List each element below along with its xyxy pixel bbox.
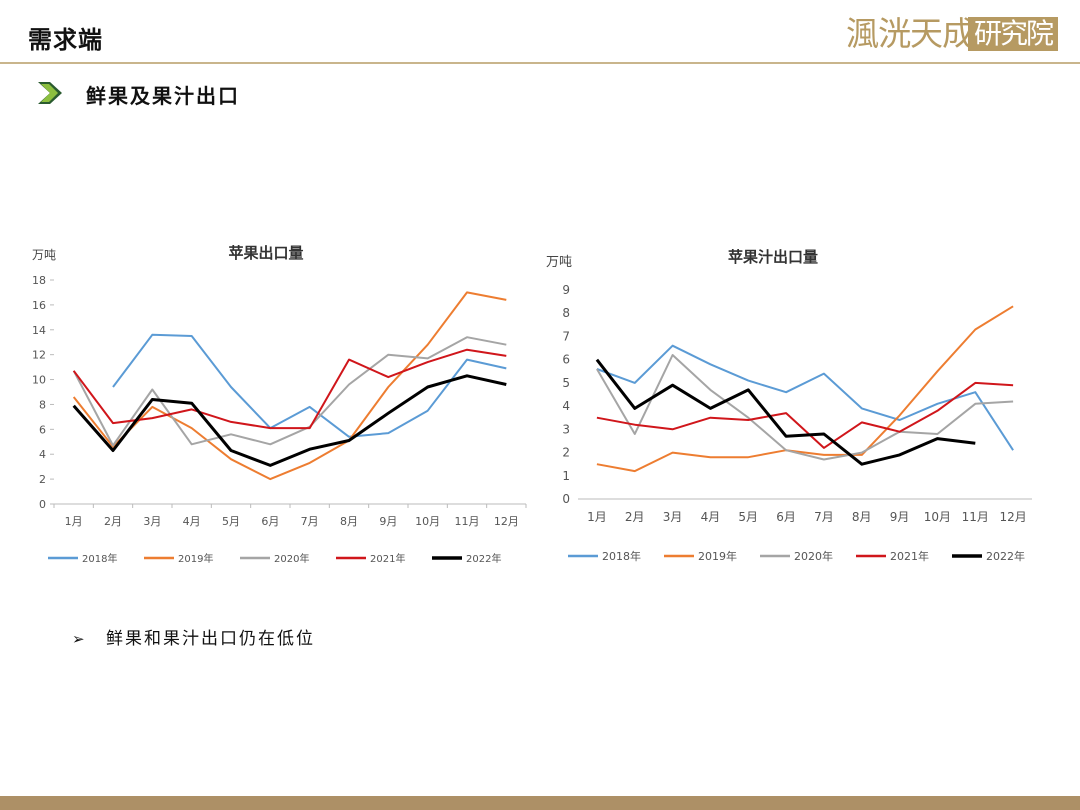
x-tick-label: 6月 bbox=[261, 515, 279, 528]
series-line-2018年 bbox=[112, 333, 507, 438]
y-tick-label: 4 bbox=[562, 399, 570, 413]
apple-juice-export-chart: 苹果汁出口量 万吨 0 1 2 3 4 5 6 7 8 9 1月 2月 3月 4月 5月 6月 7月 8月 9月 10月 1… bbox=[546, 248, 1032, 563]
series-line-2020年 bbox=[596, 354, 1014, 461]
header-divider bbox=[0, 62, 1080, 64]
series-line-2019年 bbox=[596, 305, 1014, 473]
legend-label: 2018年 bbox=[602, 549, 641, 563]
chevron-right-icon bbox=[38, 82, 62, 104]
x-tick-label: 2月 bbox=[625, 510, 645, 524]
series-line-2021年 bbox=[72, 348, 507, 430]
y-axis-unit-label: 万吨 bbox=[546, 255, 572, 270]
y-tick-label: 10 bbox=[32, 374, 46, 387]
y-tick-label: 14 bbox=[32, 324, 46, 337]
legend-label: 2019年 bbox=[698, 549, 737, 563]
y-tick-label: 2 bbox=[39, 473, 46, 486]
y-tick-label: 0 bbox=[39, 498, 46, 511]
series-line-2018年 bbox=[596, 344, 1014, 451]
x-tick-label: 9月 bbox=[890, 510, 910, 524]
legend-label: 2021年 bbox=[890, 549, 929, 563]
legend-label: 2020年 bbox=[794, 549, 833, 563]
company-logo: 渢洸天成 研究院 bbox=[846, 14, 1058, 54]
y-tick-label: 3 bbox=[562, 422, 570, 436]
x-tick-label: 10月 bbox=[924, 510, 951, 524]
legend-label: 2021年 bbox=[370, 552, 405, 565]
x-tick-label: 2月 bbox=[104, 515, 122, 528]
chart-title: 苹果汁出口量 bbox=[728, 248, 818, 266]
legend-label: 2018年 bbox=[82, 552, 117, 565]
x-tick-label: 3月 bbox=[663, 510, 683, 524]
legend-label: 2019年 bbox=[178, 552, 213, 565]
x-tick-label: 3月 bbox=[143, 515, 161, 528]
x-tick-label: 8月 bbox=[340, 515, 358, 528]
chart-title: 苹果出口量 bbox=[228, 244, 303, 262]
series-line-2020年 bbox=[72, 336, 507, 447]
x-tick-label: 11月 bbox=[455, 515, 480, 528]
y-tick-label: 8 bbox=[562, 306, 570, 320]
y-tick-label: 16 bbox=[32, 299, 46, 312]
y-tick-label: 2 bbox=[562, 446, 570, 460]
legend-label: 2020年 bbox=[274, 552, 309, 565]
x-tick-label: 9月 bbox=[379, 515, 397, 528]
apple-export-chart: 苹果出口量 万吨 0 2 4 6 8 10 12 14 16 18 1月 2月 3月 4月 5月 6月 7月 8月 9月… bbox=[32, 244, 527, 565]
series-line-2022年 bbox=[595, 358, 976, 466]
footer-bar bbox=[0, 796, 1080, 810]
x-tick-label: 4月 bbox=[701, 510, 721, 524]
y-tick-label: 6 bbox=[39, 423, 46, 436]
x-tick-label: 10月 bbox=[415, 515, 440, 528]
y-tick-label: 9 bbox=[562, 283, 570, 297]
x-tick-label: 4月 bbox=[183, 515, 201, 528]
y-tick-label: 18 bbox=[32, 274, 46, 287]
logo-text: 渢洸天成 bbox=[846, 14, 975, 53]
y-tick-label: 1 bbox=[562, 469, 570, 483]
legend-label: 2022年 bbox=[986, 549, 1025, 563]
section-title: 鲜果及果汁出口 bbox=[86, 84, 240, 108]
y-tick-label: 7 bbox=[562, 329, 570, 343]
y-tick-label: 6 bbox=[562, 353, 570, 367]
x-tick-label: 8月 bbox=[852, 510, 872, 524]
y-tick-label: 0 bbox=[562, 492, 570, 506]
x-tick-label: 1月 bbox=[587, 510, 607, 524]
y-tick-label: 12 bbox=[32, 349, 46, 362]
bullet-text: 鲜果和果汁出口仍在低位 bbox=[106, 629, 315, 649]
arrow-bullet-icon: ➢ bbox=[72, 630, 87, 648]
x-tick-label: 5月 bbox=[738, 510, 758, 524]
y-axis-unit-label: 万吨 bbox=[32, 248, 56, 262]
x-tick-label: 5月 bbox=[222, 515, 240, 528]
x-tick-label: 6月 bbox=[776, 510, 796, 524]
y-tick-label: 4 bbox=[39, 448, 46, 461]
bullet-point: ➢ 鲜果和果汁出口仍在低位 bbox=[72, 624, 315, 649]
x-tick-label: 7月 bbox=[301, 515, 319, 528]
x-tick-label: 1月 bbox=[65, 515, 83, 528]
x-tick-label: 12月 bbox=[494, 515, 519, 528]
y-tick-label: 5 bbox=[562, 376, 570, 390]
x-tick-label: 7月 bbox=[814, 510, 834, 524]
series-line-2021年 bbox=[596, 381, 1014, 449]
y-tick-label: 8 bbox=[39, 398, 46, 411]
series-line-2019年 bbox=[72, 291, 507, 481]
x-tick-label: 11月 bbox=[962, 510, 989, 524]
page-title: 需求端 bbox=[28, 26, 103, 54]
x-tick-label: 12月 bbox=[999, 510, 1026, 524]
logo-box-text: 研究院 bbox=[968, 17, 1058, 51]
legend-label: 2022年 bbox=[466, 552, 501, 565]
series-line-2022年 bbox=[72, 374, 507, 467]
